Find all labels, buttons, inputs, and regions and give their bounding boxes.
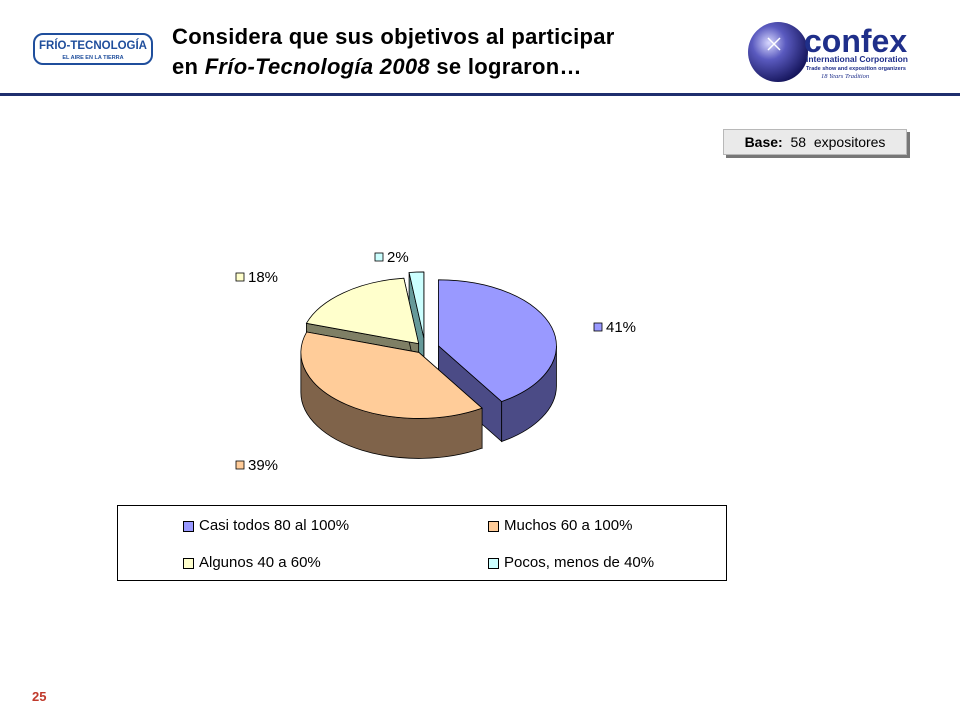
pie-slice-4 xyxy=(408,271,425,339)
pie-label-1: 41% xyxy=(593,319,636,336)
pie-label-swatch xyxy=(235,460,245,470)
page-title: Considera que sus objetivos al participa… xyxy=(172,22,732,82)
title-event-name: Frío-Tecnología 2008 xyxy=(204,54,430,79)
legend-label: Algunos 40 a 60% xyxy=(199,554,321,571)
legend-swatch xyxy=(183,521,194,532)
page-number: 25 xyxy=(32,689,47,704)
legend-swatch xyxy=(183,558,194,569)
title-prefix: en xyxy=(172,54,205,79)
logo-right-tagline: Trade show and exposition organizers xyxy=(806,66,906,72)
legend-label: Pocos, menos de 40% xyxy=(504,554,655,571)
base-value: 58 xyxy=(790,134,807,150)
pie-label-text: 2% xyxy=(387,249,409,266)
logo-right-subtitle: International Corporation xyxy=(806,54,908,64)
chart-legend: Casi todos 80 al 100% Muchos 60 a 100% Alg… xyxy=(117,505,727,581)
title-suffix: se lograron… xyxy=(429,54,582,79)
confex-logo: confex International Corporation Trade s… xyxy=(748,22,908,82)
pie-slice-1 xyxy=(438,279,557,402)
logo-left-name: FRÍO-TECNOLOGÍA xyxy=(39,39,147,52)
legend-label: Muchos 60 a 100% xyxy=(504,517,633,534)
base-note: Base: 58 expositores xyxy=(723,129,907,155)
pie-label-3: 18% xyxy=(235,269,278,286)
pie-slice-3 xyxy=(305,277,420,345)
pie-label-text: 39% xyxy=(248,457,278,474)
slide-header: FRÍO-TECNOLOGÍA EL AIRE EN LA TIERRA Con… xyxy=(0,0,960,96)
legend-swatch xyxy=(488,521,499,532)
pie-label-swatch xyxy=(374,252,384,262)
title-line-2: en Frío-Tecnología 2008 se lograron… xyxy=(172,52,732,82)
pie-chart: 41% 39% 18% 2% xyxy=(235,249,636,474)
globe-icon xyxy=(748,22,808,82)
pie-label-4: 2% xyxy=(374,249,409,266)
logo-right-tradition: 18 Years Tradition xyxy=(821,73,869,80)
frio-tecnologia-logo: FRÍO-TECNOLOGÍA EL AIRE EN LA TIERRA xyxy=(33,33,153,65)
logo-right-name: confex xyxy=(804,23,907,59)
pie-label-2: 39% xyxy=(235,457,278,474)
pie-label-swatch xyxy=(593,322,603,332)
legend-label: Casi todos 80 al 100% xyxy=(199,517,350,534)
base-unit: expositores xyxy=(813,134,886,150)
logo-left-tagline: EL AIRE EN LA TIERRA xyxy=(62,55,123,61)
pie-label-text: 18% xyxy=(248,269,278,286)
legend-swatch xyxy=(488,558,499,569)
pie-slice-2 xyxy=(300,331,483,419)
star-icon xyxy=(767,37,781,51)
title-line-1: Considera que sus objetivos al participa… xyxy=(172,24,615,49)
base-label: Base: xyxy=(744,134,783,150)
pie-label-swatch xyxy=(235,272,245,282)
header-divider xyxy=(0,93,960,96)
pie-label-text: 41% xyxy=(606,319,636,336)
